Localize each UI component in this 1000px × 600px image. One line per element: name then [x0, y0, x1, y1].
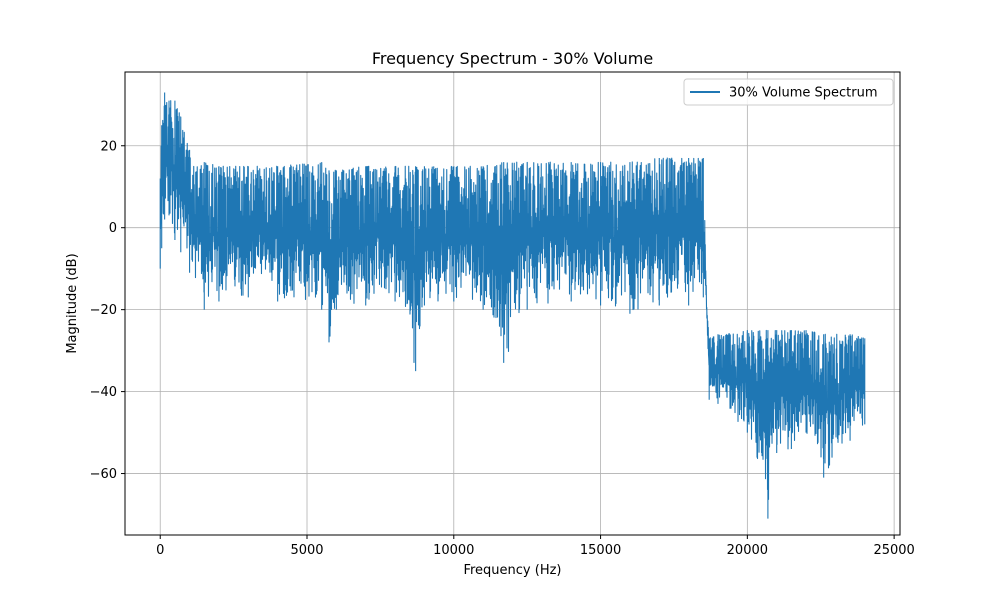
x-axis-label: Frequency (Hz)	[463, 563, 561, 578]
ticks: 0 5000 10000 15000 20000 25000 −60 −40 −20 0 20	[90, 139, 915, 558]
chart-title: Frequency Spectrum - 30% Volume	[372, 49, 653, 68]
x-tick-label: 15000	[580, 543, 621, 558]
y-tick-label: −60	[90, 467, 117, 482]
legend-label: 30% Volume Spectrum	[729, 86, 878, 101]
x-tick-label: 5000	[290, 543, 323, 558]
y-tick-label: 0	[109, 221, 117, 236]
legend-box	[683, 78, 894, 106]
series-layer	[159, 92, 866, 519]
y-axis-label: Magnitude (dB)	[65, 253, 80, 353]
y-tick-label: −40	[90, 385, 117, 400]
plot-frame	[124, 71, 901, 536]
x-tick-label: 10000	[433, 543, 474, 558]
y-tick-label: 20	[100, 139, 117, 154]
x-tick-label: 0	[156, 543, 164, 558]
x-tick-label: 20000	[727, 543, 768, 558]
spectrum-line	[159, 92, 866, 519]
x-tick-label: 25000	[873, 543, 914, 558]
y-tick-label: −20	[90, 303, 117, 318]
legend: 30% Volume Spectrum	[683, 78, 894, 106]
